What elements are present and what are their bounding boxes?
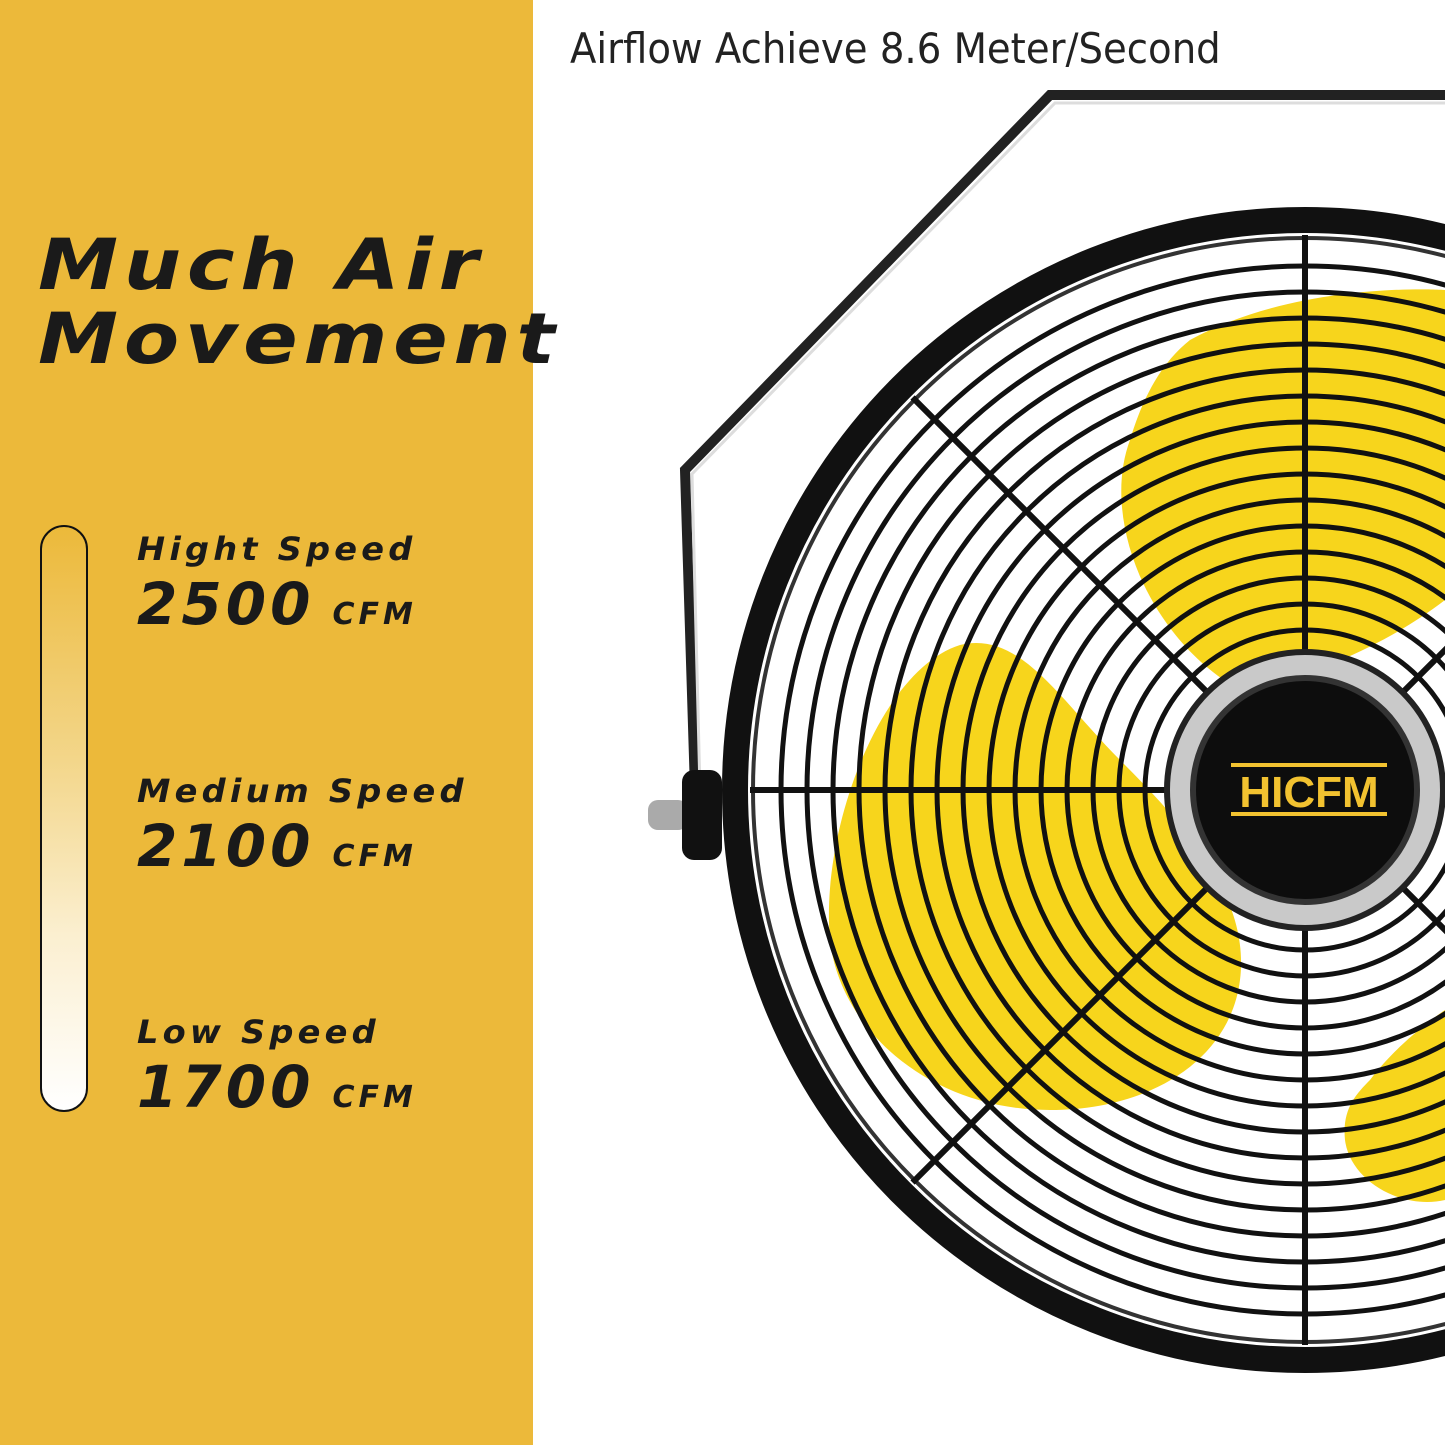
brand-logo: HICFM [1239,768,1378,817]
fan-bracket [679,90,1445,791]
speed-gradient-bar [40,525,88,1112]
fan-hub [1190,675,1420,905]
airflow-caption: Airflow Achieve 8.6 Meter/Second [570,24,1221,73]
speed-low: Low Speed 1700 CFM [137,1013,417,1121]
grille-spoke [910,395,1209,694]
headline: Much Air Movement [38,224,561,380]
grille-spoke [910,886,1209,1185]
speed-high: Hight Speed 2500 CFM [137,530,417,638]
fan-rim [722,207,1445,1373]
left-panel: Much Air Movement Hight Speed 2500 CFM Me… [0,0,555,1445]
bracket-knob [648,800,688,830]
fan-grille [722,207,1445,1373]
speed-medium: Medium Speed 2100 CFM [137,772,468,880]
